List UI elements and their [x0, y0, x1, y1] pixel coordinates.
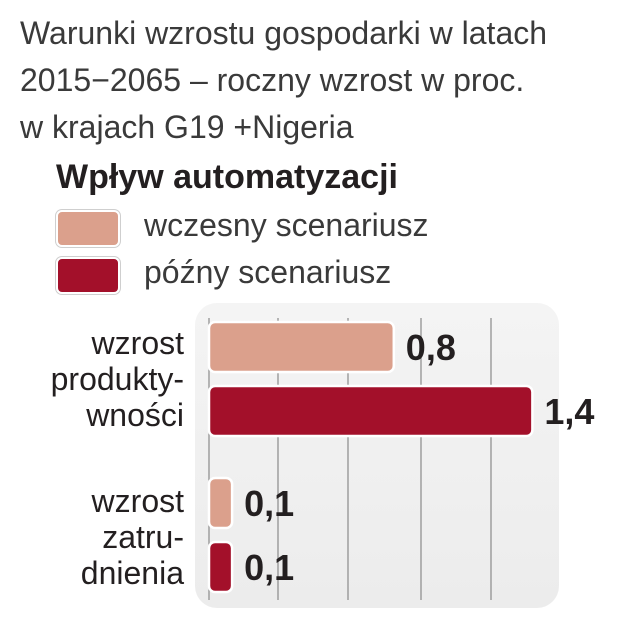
legend-swatch-early	[56, 210, 120, 247]
data-label: 0,1	[244, 547, 294, 588]
bar	[207, 384, 534, 438]
category-label-line: wzrost	[91, 325, 185, 361]
category-label-line: wzrost	[91, 483, 185, 519]
legend-title: Wpływ automatyzacji	[56, 158, 398, 196]
title-line: Warunki wzrostu gospodarki w latach	[20, 15, 548, 51]
category-label-line: produkty-	[51, 361, 184, 397]
legend-label-late: późny scenariusz	[144, 254, 392, 290]
chart-title: Warunki wzrostu gospodarki w latach 2015…	[20, 10, 620, 151]
bar	[207, 540, 234, 594]
title-line: 2015−2065 – roczny wzrost w proc.	[20, 62, 525, 98]
category-label-line: dnienia	[81, 555, 184, 591]
bars	[207, 320, 534, 594]
plot-area	[195, 303, 559, 608]
bar	[207, 320, 396, 374]
data-label: 0,8	[406, 327, 456, 368]
title-line: w krajach G19 +Nigeria	[20, 109, 354, 145]
legend-label-early: wczesny scenariusz	[144, 207, 429, 243]
legend-swatch-late	[56, 257, 120, 294]
data-label: 0,1	[244, 483, 294, 524]
labels: wzrostprodukty-wności0,81,4wzrostzatru-d…	[51, 325, 595, 591]
category-label-line: wności	[85, 397, 184, 433]
category-label-line: zatru-	[102, 519, 184, 555]
bar	[207, 476, 234, 530]
data-label: 1,4	[544, 391, 594, 432]
